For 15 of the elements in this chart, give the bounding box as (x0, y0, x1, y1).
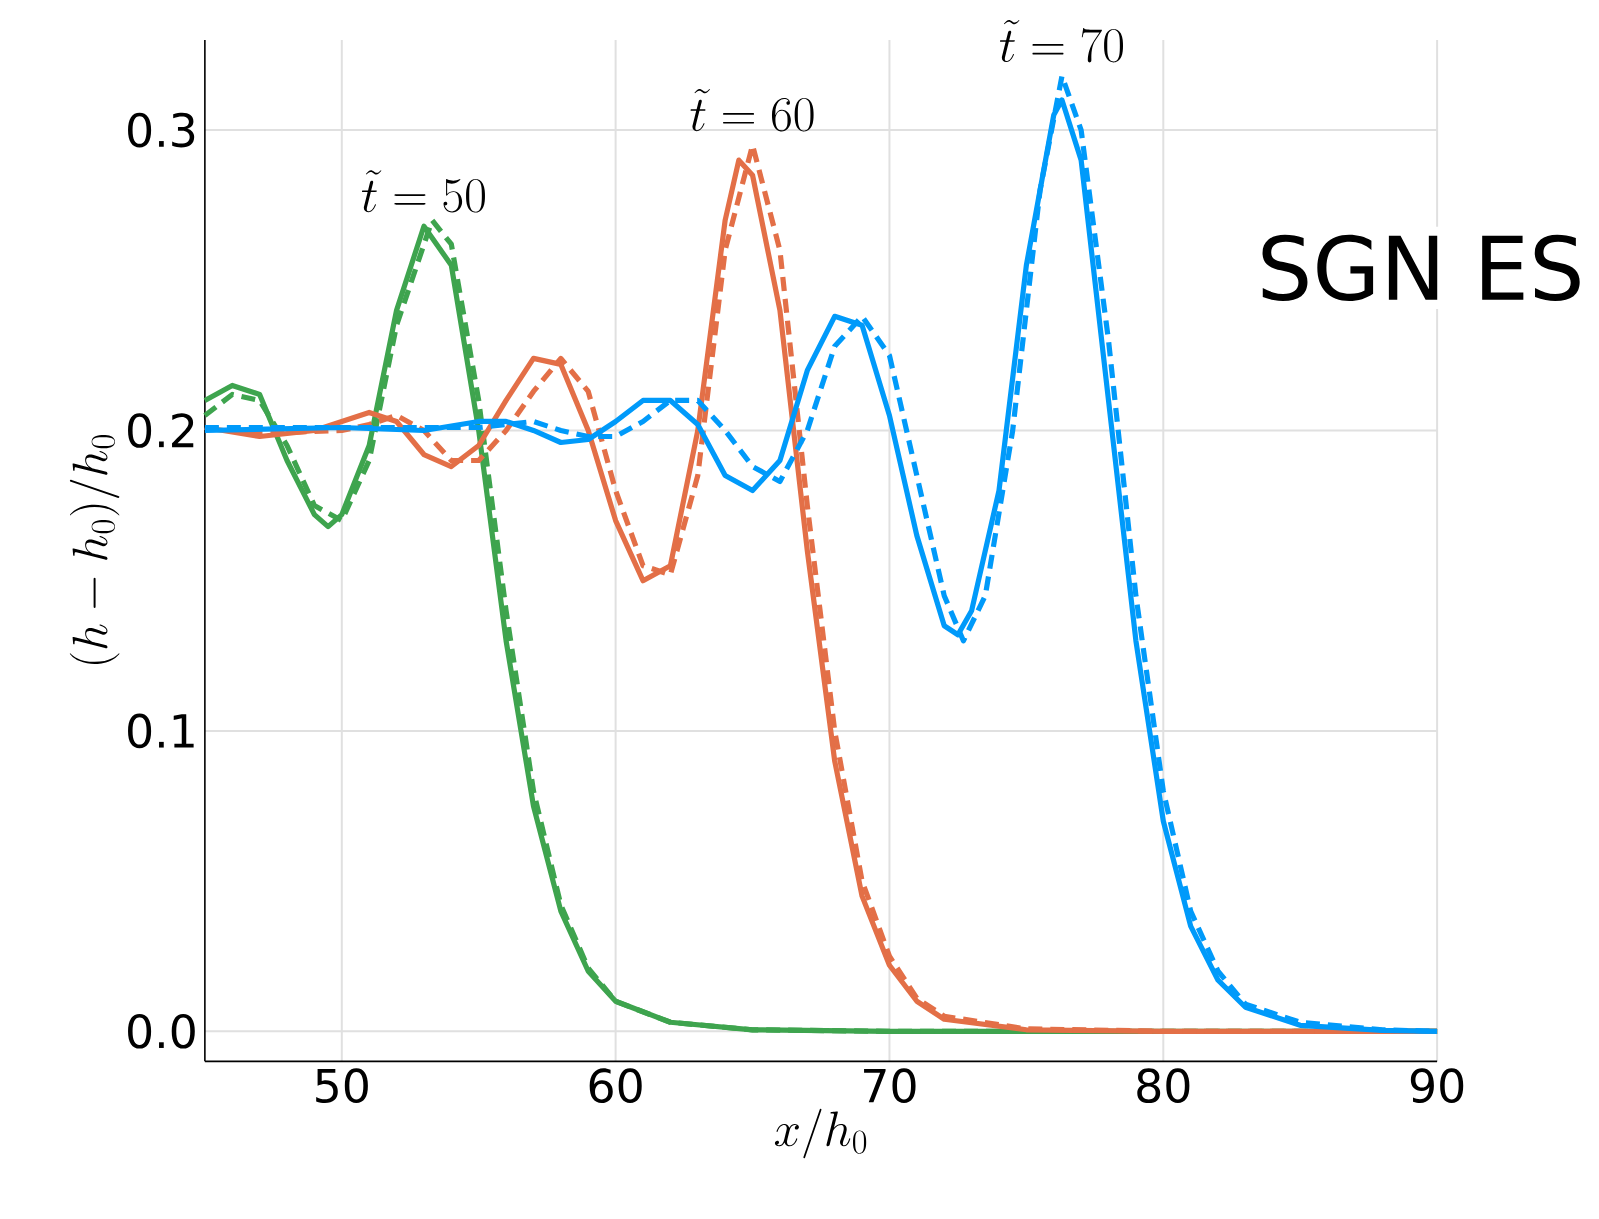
annotation: $\tilde{t} = 60$ (690, 88, 814, 132)
x-tick-label: 60 (589, 1068, 642, 1103)
x-axis-title: $x/h_0$ (774, 1108, 867, 1159)
annotation: SGN ES (1262, 234, 1580, 301)
x-tick-label: 50 (316, 1068, 368, 1103)
y-axis-title: $(h-h_0)/h_0$ (69, 435, 120, 664)
annotation: $\tilde{t} = 70$ (999, 19, 1124, 63)
y-tick-label: 0.0 (128, 1013, 195, 1049)
x-tick-label: 90 (1410, 1068, 1464, 1103)
y-tick-label: 0.3 (128, 112, 195, 148)
annotation: $\tilde{t} = 50$ (361, 170, 485, 213)
y-tick-label: 0.2 (128, 413, 194, 448)
x-tick-label: 80 (1137, 1068, 1190, 1103)
y-tick-label: 0.1 (128, 713, 194, 749)
x-tick-label: 70 (864, 1068, 916, 1103)
